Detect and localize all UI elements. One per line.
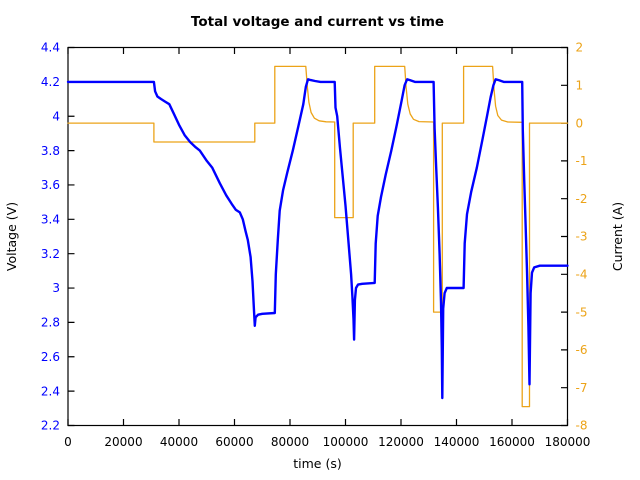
y-tick-label: 3.6 xyxy=(41,178,60,192)
y-tick-label: 4 xyxy=(52,109,60,123)
x-tick-label: 120000 xyxy=(378,435,424,449)
y2-tick-label: 1 xyxy=(576,79,584,93)
y-tick-labels: 2.2 2.4 2.6 2.8 3 3.2 3.4 3.6 3.8 4 4.2 4.4 xyxy=(41,41,60,433)
x-tick-label: 80000 xyxy=(271,435,309,449)
x-axis-label: time (s) xyxy=(293,456,341,471)
x-tick-label: 40000 xyxy=(160,435,198,449)
current-line xyxy=(67,65,569,408)
y2-tick-label: -4 xyxy=(576,268,588,282)
y-tick-label: 3.2 xyxy=(41,247,60,261)
chart-title: Total voltage and current vs time xyxy=(191,14,444,30)
x-tick-label: 180000 xyxy=(545,435,591,449)
y-tick-label: 4.2 xyxy=(41,75,60,89)
tick-marks xyxy=(67,46,569,427)
x-tick-label: 140000 xyxy=(434,435,480,449)
y-tick-label: 4.4 xyxy=(41,41,60,55)
x-tick-label: 160000 xyxy=(489,435,535,449)
voltage-line xyxy=(66,78,569,400)
y2-axis-label: Current (A) xyxy=(610,202,625,271)
y2-tick-label: -2 xyxy=(576,192,588,206)
y2-tick-label: -6 xyxy=(576,343,588,357)
y2-tick-label: -5 xyxy=(576,305,588,319)
y2-tick-label: -3 xyxy=(576,230,588,244)
y-tick-label: 2.8 xyxy=(41,316,60,330)
y2-tick-label: 0 xyxy=(576,116,584,130)
x-tick-label: 100000 xyxy=(323,435,369,449)
y-tick-label: 3.4 xyxy=(41,213,60,227)
y-tick-label: 3.8 xyxy=(41,144,60,158)
y2-tick-label: -8 xyxy=(576,419,588,433)
y-tick-label: 3 xyxy=(52,281,60,295)
y-tick-label: 2.2 xyxy=(41,419,60,433)
x-tick-label: 20000 xyxy=(104,435,142,449)
x-tick-labels: 0 20000 40000 60000 80000 100000 120000 140000 1… xyxy=(64,435,590,449)
x-tick-label: 0 xyxy=(64,435,72,449)
y-axis-label: Voltage (V) xyxy=(4,202,19,271)
x-tick-label: 60000 xyxy=(215,435,253,449)
y2-tick-label: 2 xyxy=(576,41,584,55)
y2-tick-label: -1 xyxy=(576,154,588,168)
y-tick-label: 2.4 xyxy=(41,384,60,398)
y2-tick-label: -7 xyxy=(576,381,588,395)
y-tick-label: 2.6 xyxy=(41,350,60,364)
plot-area xyxy=(67,46,569,427)
y2-tick-labels: -8 -7 -6 -5 -4 -3 -2 -1 0 1 2 xyxy=(576,41,588,433)
